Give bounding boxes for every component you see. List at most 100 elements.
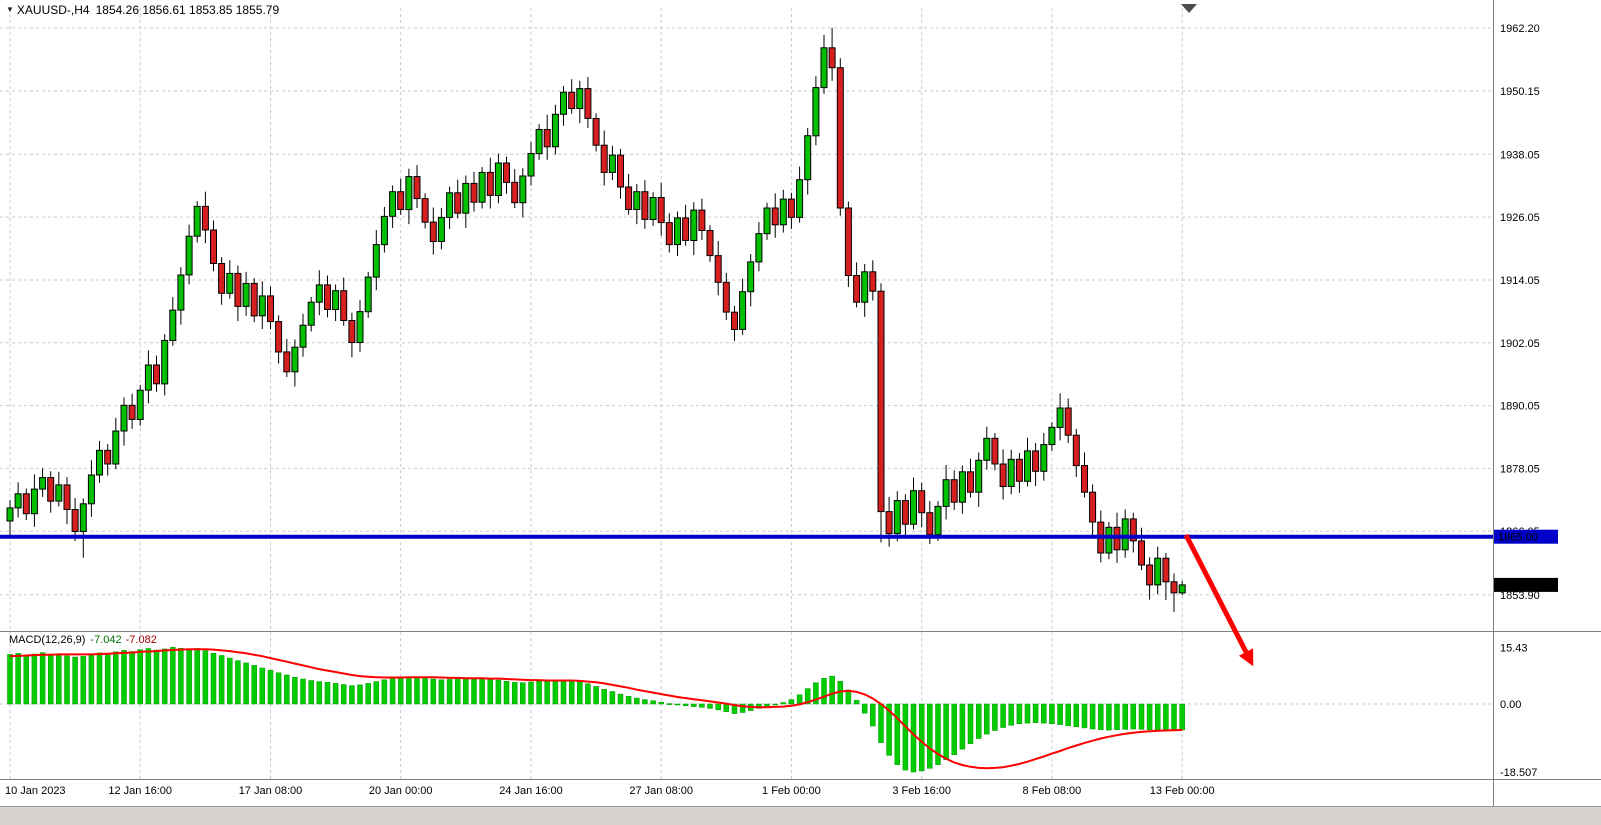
symbol-ohlc-header: ▼ XAUUSD-,H4 1854.26 1856.61 1853.85 1855.… xyxy=(6,3,279,17)
price-axis-label: 1853.90 xyxy=(1500,590,1540,602)
candle xyxy=(983,437,991,461)
macd-axis-label: 15.43 xyxy=(1500,642,1528,654)
candle xyxy=(63,484,71,510)
chart-shift-marker-icon[interactable] xyxy=(1181,4,1197,13)
macd-bar xyxy=(829,675,835,705)
candle xyxy=(942,479,950,507)
candle xyxy=(218,263,226,294)
macd-bar xyxy=(292,676,298,705)
macd-bar xyxy=(1073,703,1080,728)
candle xyxy=(1048,426,1056,446)
macd-bar xyxy=(1081,703,1088,729)
macd-bar xyxy=(1146,703,1153,730)
macd-bar xyxy=(788,699,795,705)
macd-bar xyxy=(528,681,534,705)
macd-bar xyxy=(568,680,575,705)
macd-bar xyxy=(780,702,787,705)
candle xyxy=(828,47,836,69)
time-axis[interactable]: 10 Jan 2023 12 Jan 16:00 17 Jan 08:00 20 Ja… xyxy=(5,785,1215,797)
candle xyxy=(608,154,616,173)
candle xyxy=(486,171,494,196)
price-axis-label: 1962.20 xyxy=(1500,23,1540,35)
candle xyxy=(275,321,283,353)
candle xyxy=(731,311,738,331)
svg-text:1855.79: 1855.79 xyxy=(1498,580,1538,592)
price-axis[interactable]: 1962.20 1950.15 1938.05 1926.05 1914.05 1902.… xyxy=(1500,23,1540,602)
candle xyxy=(413,176,421,200)
macd-bar xyxy=(878,703,884,743)
svg-text:1865.00: 1865.00 xyxy=(1498,532,1538,544)
macd-bar xyxy=(861,703,868,714)
macd-signal-value: -7.082 xyxy=(125,634,157,646)
macd-bar xyxy=(284,674,290,705)
candle xyxy=(96,449,103,476)
macd-axis[interactable]: 15.43 0.00 -18.507 xyxy=(1500,642,1537,779)
macd-bar xyxy=(47,654,54,705)
symbol-dropdown-icon[interactable]: ▼ xyxy=(6,5,14,14)
macd-bar xyxy=(943,703,949,761)
macd-bar xyxy=(625,696,632,705)
horizontal-line-1865[interactable]: 1865.00 xyxy=(0,529,1558,544)
macd-bar xyxy=(406,676,412,705)
candle xyxy=(551,113,559,148)
candle xyxy=(1162,557,1170,583)
macd-bar xyxy=(316,681,323,705)
macd-bar xyxy=(332,683,339,705)
macd-bar xyxy=(536,680,542,705)
macd-bar xyxy=(357,684,363,705)
macd-bar xyxy=(72,656,78,705)
candle xyxy=(470,182,478,203)
macd-bar xyxy=(975,703,982,739)
macd-bar xyxy=(935,703,941,765)
candle xyxy=(576,88,584,109)
macd-bar xyxy=(674,703,681,706)
candle xyxy=(1146,564,1154,586)
macd-bar xyxy=(723,703,730,712)
last-price-tag: 1855.79 xyxy=(1494,577,1558,592)
candle xyxy=(1178,584,1186,594)
macd-bar xyxy=(161,648,168,705)
macd-bar xyxy=(414,676,420,705)
macd-bar xyxy=(1041,703,1047,724)
candle xyxy=(1015,458,1023,482)
macd-bar xyxy=(267,669,274,705)
macd-bar xyxy=(487,679,494,705)
macd-bar xyxy=(959,703,966,750)
candle xyxy=(462,182,470,214)
price-axis-label: 1914.05 xyxy=(1500,275,1540,287)
candle xyxy=(22,493,30,515)
macd-bar xyxy=(577,681,583,705)
candle xyxy=(665,222,673,246)
candle xyxy=(242,282,250,307)
candle xyxy=(299,324,307,348)
macd-bar xyxy=(601,689,607,705)
candle xyxy=(372,244,380,278)
candle xyxy=(30,488,38,515)
candle xyxy=(250,282,258,317)
time-axis-label: 24 Jan 16:00 xyxy=(499,785,563,797)
macd-bar xyxy=(349,685,355,705)
candle xyxy=(722,281,730,313)
macd-bar xyxy=(1163,703,1169,730)
candle xyxy=(690,209,698,242)
candle xyxy=(136,389,144,421)
trend-arrow[interactable] xyxy=(1183,533,1254,667)
macd-bar xyxy=(650,700,656,705)
time-axis-label: 8 Feb 08:00 xyxy=(1023,785,1082,797)
macd-bar xyxy=(642,699,648,705)
macd-bar xyxy=(739,703,746,713)
candle xyxy=(625,186,633,210)
candle xyxy=(901,500,909,525)
candle xyxy=(950,479,958,503)
macd-bar xyxy=(145,648,152,705)
macd-bar xyxy=(365,683,371,705)
macd-bar xyxy=(1179,703,1185,731)
macd-bar xyxy=(992,703,998,731)
candle xyxy=(494,162,502,196)
macd-bar xyxy=(243,662,249,705)
candle xyxy=(421,198,429,223)
macd-bar xyxy=(275,672,282,705)
macd-bar xyxy=(31,653,38,705)
macd-main-value: -7.042 xyxy=(90,634,122,646)
